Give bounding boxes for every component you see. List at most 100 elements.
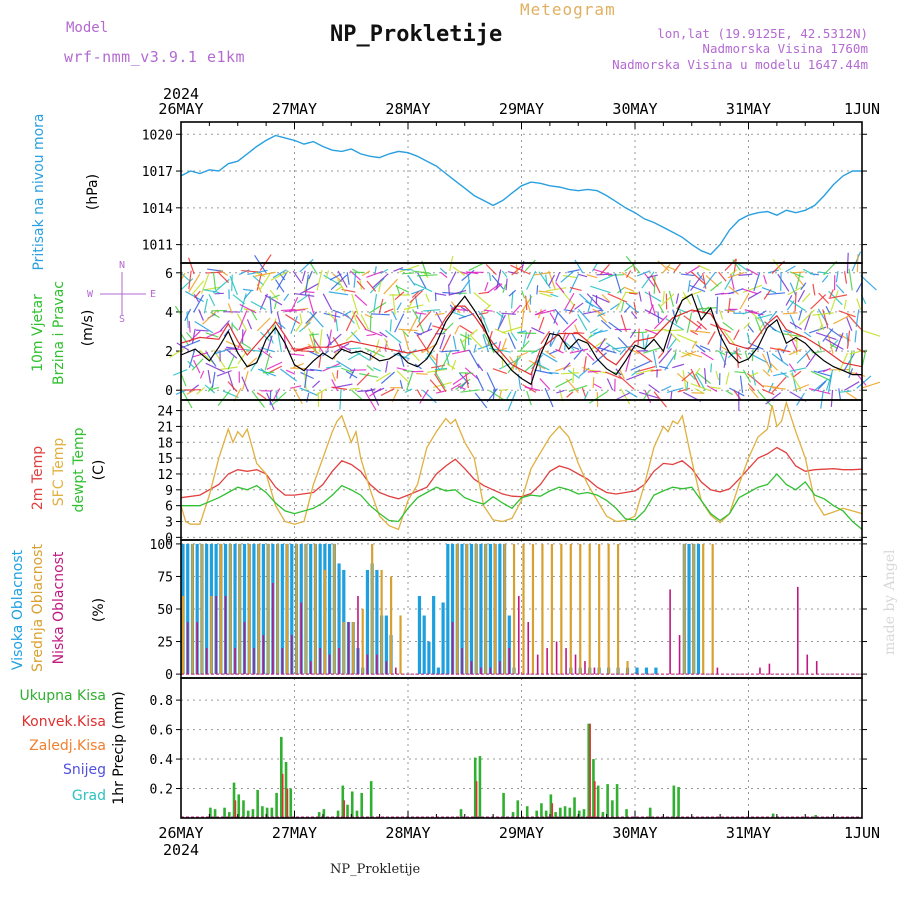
wind-arrow — [789, 367, 807, 372]
cloud-bar-mid — [333, 543, 336, 675]
wind-arrow — [227, 303, 233, 314]
wind-arrow — [848, 368, 854, 379]
wind-arrow — [364, 347, 385, 358]
wind-arrow — [239, 341, 252, 350]
y-tick-label: 25 — [157, 636, 173, 651]
precip-bar-total — [242, 800, 245, 818]
precip-bar-total — [601, 812, 605, 818]
wind-arrow — [439, 267, 447, 275]
wind-arrow — [584, 333, 593, 344]
wind-arrow — [710, 363, 713, 373]
wind-arrow — [184, 308, 192, 321]
wind-arrow — [279, 273, 286, 281]
wind-arrow — [723, 330, 736, 346]
wind-arrow — [631, 369, 641, 376]
cloud-bar-mid — [219, 543, 222, 675]
precip-bar-total — [672, 785, 676, 818]
wind-arrow — [372, 273, 389, 289]
wind-arrow — [446, 362, 456, 370]
cloud-bar-high — [337, 563, 341, 675]
wind-arrow — [817, 313, 825, 331]
wind-arrow — [492, 368, 507, 375]
cloud-bar-mid — [267, 543, 270, 675]
wind-arrow — [318, 354, 322, 368]
cloud-bar-high — [233, 543, 237, 675]
wind-arrow — [822, 309, 829, 329]
cloud-bar-low — [716, 667, 719, 675]
wind-arrow — [623, 305, 631, 313]
wind-arrow — [548, 274, 555, 286]
wind-arrow — [283, 333, 287, 349]
wind-arrow — [690, 383, 712, 392]
wind-arrow — [303, 290, 315, 294]
wind-arrow — [369, 277, 385, 294]
wind-arrow — [434, 312, 445, 316]
x-tick-label-top: 1JUN — [844, 100, 880, 118]
cloud-bar-high — [242, 543, 247, 675]
cloud-bar-high — [635, 667, 639, 675]
wind-arrow — [625, 255, 641, 274]
wind-arrow — [573, 331, 585, 334]
cloud-bar-low — [309, 661, 312, 675]
model-label: Model — [66, 20, 109, 36]
wind-arrow — [345, 329, 358, 342]
wind-arrow — [792, 370, 802, 378]
wind-arrow — [524, 386, 541, 392]
wind-arrow — [434, 373, 447, 393]
wind-arrow — [507, 332, 516, 350]
wind-arrow — [666, 387, 684, 394]
wind-arrow — [452, 371, 471, 386]
y-tick-label: 6 — [165, 267, 173, 282]
wind-arrow — [566, 391, 574, 398]
wind-arrow — [810, 294, 827, 310]
cloud-bar-low — [593, 667, 596, 675]
wind-arrow — [621, 271, 637, 282]
wind-arrow — [378, 298, 384, 314]
cloud-bar-mid — [352, 622, 355, 675]
wind-arrow — [572, 368, 575, 384]
wind-arrow — [260, 331, 270, 342]
wind-arrow — [675, 293, 680, 304]
wind-arrow — [401, 272, 415, 275]
wind-arrow — [480, 312, 490, 333]
temp-unit-label: (C) — [91, 460, 107, 481]
wind-arrow — [690, 329, 711, 334]
wind-arrow — [554, 308, 569, 325]
wind-arrow — [399, 380, 404, 389]
wind-arrow — [473, 344, 477, 353]
wind-arrow — [773, 372, 787, 377]
cloud-bar-low — [565, 648, 567, 675]
wind-arrow — [771, 376, 787, 394]
precip-bar-total — [213, 809, 217, 818]
wind-arrow — [785, 265, 796, 273]
wind-arrow — [747, 325, 755, 333]
wind-arrow — [193, 294, 200, 303]
wind-arrow — [563, 309, 575, 312]
precip-bar-total — [615, 784, 619, 818]
wind-arrow — [830, 290, 839, 312]
wind-arrow — [486, 372, 497, 392]
wind-arrow — [299, 258, 314, 273]
wind-arrow — [782, 333, 802, 338]
precip-bar-total — [350, 791, 354, 818]
wind-arrow — [501, 270, 508, 278]
wind-arrow — [218, 272, 230, 284]
wind-arrow — [835, 271, 839, 283]
wind-arrow — [427, 322, 432, 331]
wind-arrow — [459, 324, 474, 335]
wind-arrow — [416, 372, 428, 375]
wind-arrow — [601, 294, 611, 303]
wind-arrow — [696, 320, 708, 331]
cloud-bar-mid — [342, 622, 345, 675]
cloud-bar-high — [469, 543, 474, 675]
wind-arrow — [526, 390, 532, 406]
compass-S: S — [119, 314, 125, 325]
wind-arrow — [650, 369, 662, 372]
wind-gust-line — [180, 305, 863, 376]
wind-arrow — [833, 314, 852, 325]
wind-arrow — [769, 347, 791, 353]
wind-arrow — [709, 386, 721, 390]
cloud-bar-high — [318, 543, 322, 675]
precip-bar-total — [360, 792, 364, 818]
cloud-bar-mid — [191, 543, 194, 675]
